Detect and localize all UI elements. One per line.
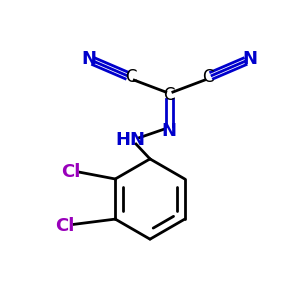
Text: C: C bbox=[202, 68, 214, 86]
Text: N: N bbox=[82, 50, 97, 68]
Text: C: C bbox=[164, 86, 175, 104]
Text: C: C bbox=[125, 68, 136, 86]
Text: HN: HN bbox=[116, 130, 146, 148]
Text: N: N bbox=[242, 50, 257, 68]
Text: Cl: Cl bbox=[56, 217, 75, 235]
Text: N: N bbox=[162, 122, 177, 140]
Text: Cl: Cl bbox=[61, 163, 81, 181]
